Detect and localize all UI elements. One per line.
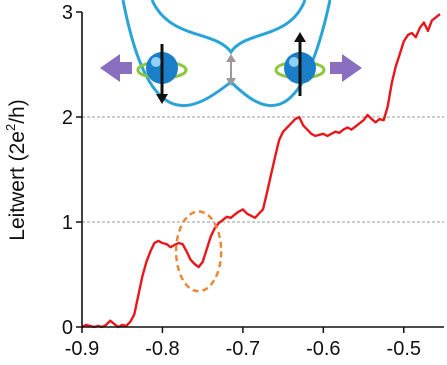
highlight-circle — [174, 210, 223, 293]
x-tick-label-0: -0.9 — [65, 338, 99, 360]
gap-arrow-head-up — [226, 54, 236, 62]
right-spin-highlight — [289, 57, 299, 67]
band-diagram-inset — [100, 0, 362, 107]
left-spin-highlight — [151, 57, 161, 67]
annotation-group — [174, 210, 223, 293]
band-curve-upper — [150, 0, 307, 55]
y-axis-title: Leitwert (2e2/h) — [3, 99, 29, 240]
y-tick-label-3: 3 — [62, 2, 73, 24]
y-tick-label-2: 2 — [62, 107, 73, 129]
x-tick-label-3: -0.6 — [306, 338, 340, 360]
gap-arrow-head-down — [226, 78, 236, 86]
series-line-0 — [81, 13, 441, 329]
x-tick-label-4: -0.5 — [387, 338, 421, 360]
right-direction-arrow-icon — [330, 54, 362, 82]
right-spin-arrow-head-up — [294, 32, 306, 42]
y-tick-label-1: 1 — [62, 212, 73, 234]
series-group — [81, 13, 441, 329]
x-tick-label-2: -0.7 — [226, 338, 260, 360]
axes: 0 1 2 3 -0.9 -0.8 -0.7 -0.6 -0.5 — [62, 2, 444, 360]
left-spin-arrow-head-down — [156, 94, 168, 104]
left-direction-arrow-icon — [100, 54, 132, 82]
y-tick-label-0: 0 — [62, 317, 73, 339]
x-tick-label-1: -0.8 — [145, 338, 179, 360]
